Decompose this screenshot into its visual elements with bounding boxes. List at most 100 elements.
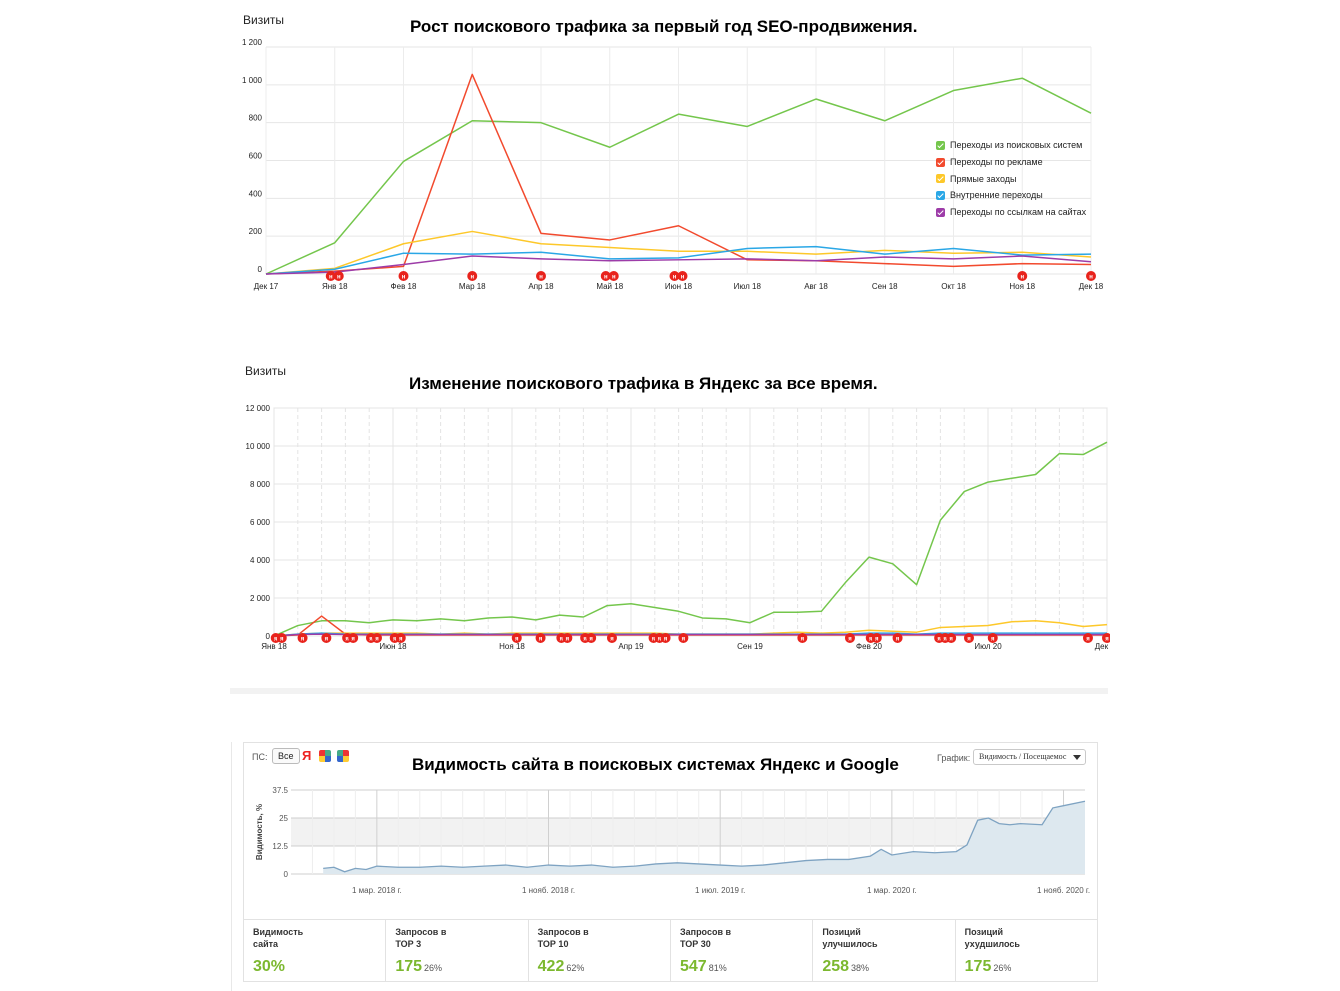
chart-3-ytick-label: 0 — [284, 870, 289, 879]
chart-1-xtick-label: Дек 18 — [1079, 282, 1104, 291]
stat-cell: Запросов в ТОР 10 422 62% — [527, 920, 670, 981]
stat-value: 422 62% — [538, 958, 661, 976]
chart-1-xtick-label: Мар 18 — [459, 282, 486, 291]
chart-1-event-marker — [677, 271, 688, 281]
checkbox-icon[interactable] — [936, 140, 945, 150]
chart-3-series-line — [323, 800, 1086, 873]
chart-2-ytick-label: 8 000 — [250, 480, 271, 489]
google-icon[interactable] — [319, 750, 331, 762]
chart-1-xtick-label: Авг 18 — [804, 282, 828, 291]
chart-1-event-marker-label: н — [1089, 275, 1093, 281]
chart-2-event-marker — [535, 633, 546, 643]
chart-2-event-marker — [844, 633, 855, 643]
chart-2-event-marker — [348, 633, 359, 643]
ps-label: ПС: — [252, 752, 268, 762]
chart-1-series-line — [265, 73, 1092, 275]
legend-item[interactable]: Внутренние переходы — [936, 187, 1086, 204]
chart-2-svg: 0 2 000 4 000 6 000 8 000 10 000 12 000 Янв 18 И… — [246, 404, 1110, 651]
chart-1-event-marker — [1086, 271, 1096, 281]
legend-item[interactable]: Переходы по ссылкам на сайтах — [936, 204, 1086, 221]
chart-1-series-line — [265, 255, 1092, 275]
chart-1-series-line — [265, 230, 1092, 275]
chart-2-xtick-label: Июл 20 — [974, 642, 1002, 651]
chart-2-event-marker-label: я — [583, 637, 587, 643]
stat-value: 547 81% — [680, 958, 803, 976]
chart-1-ylabel: Визиты — [243, 13, 285, 27]
chart-2-series-line — [273, 441, 1108, 637]
chart-2-event-marker-label: я — [274, 637, 278, 643]
stat-label: Позиций ухудшилось — [964, 927, 1020, 949]
chart-1-event-marker — [669, 271, 680, 281]
chart-3-svg: 0 12.5 25 37.5 1 мар. 2018 г. 1 нояб. 2018 г.… — [255, 786, 1090, 895]
chart-2-event-marker — [1082, 633, 1093, 643]
chart-2-event-marker — [660, 633, 671, 643]
stat-cell: Позиций ухудшилось 175 26% — [954, 920, 1097, 981]
checkbox-icon[interactable] — [936, 157, 945, 167]
legend-item[interactable]: Прямые заходы — [936, 170, 1086, 187]
chart-1-event-marker-label: н — [604, 275, 608, 281]
stat-cell: Позиций улучшилось 258 38% — [812, 920, 954, 981]
chart-2-ytick-label: 12 000 — [246, 404, 271, 413]
stat-label: Позиций улучшилось — [822, 927, 878, 949]
stat-percent: 38% — [851, 963, 870, 973]
chart-2-event-marker-label: я — [652, 637, 656, 643]
chart-2-event-marker-label: я — [1086, 637, 1090, 643]
chart-2-event-marker-label: я — [1105, 637, 1109, 643]
chart-2-event-marker-label: я — [351, 637, 355, 643]
chart-1-xtick-label: Окт 18 — [941, 282, 966, 291]
chart-2-event-marker-label: я — [682, 637, 686, 643]
chart-2-event-marker-label: я — [369, 637, 373, 643]
legend-item[interactable]: Переходы по рекламе — [936, 154, 1086, 171]
all-engines-button[interactable]: Все — [272, 748, 300, 764]
yandex-icon[interactable]: Я — [302, 748, 312, 763]
chart-1-xtick-label: Май 18 — [596, 282, 623, 291]
stat-label: Запросов в ТОР 3 — [395, 927, 447, 949]
chart-1-event-marker — [325, 271, 336, 281]
chart-1-series-line — [265, 245, 1092, 275]
graph-type-select[interactable]: Видимость / Посещаемос — [973, 749, 1086, 765]
chart-1-ytick-label: 800 — [249, 114, 263, 123]
left-divider — [231, 742, 232, 991]
chart-2-event-marker — [511, 633, 522, 643]
legend-item-label: Прямые заходы — [950, 173, 1017, 184]
chart-1-event-marker — [536, 271, 546, 281]
yandex-google-icon[interactable] — [337, 750, 349, 762]
chart-3-xtick-label: 1 мар. 2018 г. — [352, 886, 402, 895]
stat-value-number: 175 — [395, 958, 423, 975]
chart-2-event-marker-label: я — [560, 637, 564, 643]
legend-item-label: Переходы по рекламе — [950, 157, 1043, 168]
chart-1-event-marker-label: н — [612, 275, 616, 281]
stat-value: 258 38% — [822, 958, 945, 976]
chart-1-xtick-label: Сен 18 — [872, 282, 898, 291]
chart-2-event-marker — [797, 633, 808, 643]
chart-3-ylabel: Видимость, % — [255, 804, 264, 860]
chart-2-event-marker-label: я — [967, 637, 971, 643]
checkbox-icon[interactable] — [936, 190, 945, 200]
chart-2-ytick-label: 2 000 — [250, 594, 271, 603]
chart-2-xtick-label: Апр 19 — [618, 642, 644, 651]
chart-1-event-marker-label: н — [681, 275, 685, 281]
chart-1-event-marker — [467, 271, 478, 281]
legend-item[interactable]: Переходы из поисковых систем — [936, 137, 1086, 154]
chart-2-event-marker-label: я — [943, 637, 947, 643]
stat-label: Видимость сайта — [253, 927, 304, 949]
chart-2-event-marker-label: я — [937, 637, 941, 643]
checkbox-icon[interactable] — [936, 207, 945, 217]
stat-value: 175 26% — [965, 958, 1088, 976]
legend-item-label: Переходы по ссылкам на сайтах — [950, 207, 1087, 218]
chart-1-event-marker — [600, 271, 611, 281]
chart-2-event-marker-label: я — [875, 637, 879, 643]
checkbox-icon[interactable] — [936, 174, 945, 184]
graph-select-value: Видимость / Посещаемос — [979, 752, 1067, 761]
chart-2-event-marker-label: я — [896, 637, 900, 643]
chart-2-event-marker-label: я — [399, 637, 403, 643]
chart-3-xtick-label: 1 нояб. 2020 г. — [1037, 886, 1090, 895]
chart-1-xtick-label: Апр 18 — [528, 282, 554, 291]
chart-1-event-marker-label: н — [539, 275, 543, 281]
chart-3-ytick-label: 37.5 — [272, 786, 288, 795]
chart-2-title: Изменение поискового трафика в Яндекс за… — [409, 374, 878, 393]
chart-1-legend: Переходы из поисковых систем Переходы по … — [936, 137, 1086, 220]
chart-2-event-marker — [946, 633, 957, 643]
chart-2-event-marker — [892, 633, 903, 643]
chart-2-event-marker-label: я — [539, 637, 543, 643]
